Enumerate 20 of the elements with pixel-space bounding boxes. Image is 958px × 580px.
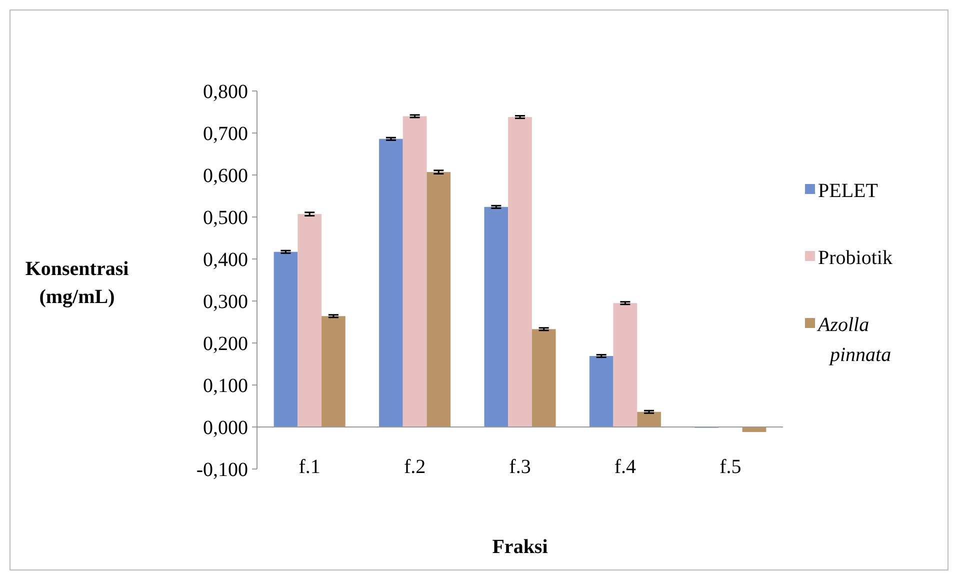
y-tick-label: 0,500 [203,207,248,229]
y-tick-label: -0,100 [196,459,248,481]
x-tick-label: f.1 [298,456,320,478]
y-tick-label: 0,400 [203,249,248,271]
legend-label: Azolla pinnata [816,314,892,366]
x-tick-label: f.3 [509,456,531,478]
x-axis-title: Fraksi [492,536,548,558]
x-tick-label: f.5 [720,456,742,478]
y-axis-title: Konsentrasi (mg/mL) [25,258,130,308]
y-tick-label: 0,600 [203,165,248,187]
y-tick-label: 0,000 [203,417,248,439]
x-tick-label: f.2 [404,456,426,478]
legend-label: Probiotik [818,247,892,269]
y-tick-label: 0,200 [203,333,248,355]
y-tick-label: 0,800 [203,81,248,103]
y-tick-label: 0,300 [203,291,248,313]
x-tick-label: f.4 [614,456,636,478]
y-tick-label: 0,100 [203,375,248,397]
legend-label: PELET [818,180,878,202]
y-tick-label: 0,700 [203,123,248,145]
